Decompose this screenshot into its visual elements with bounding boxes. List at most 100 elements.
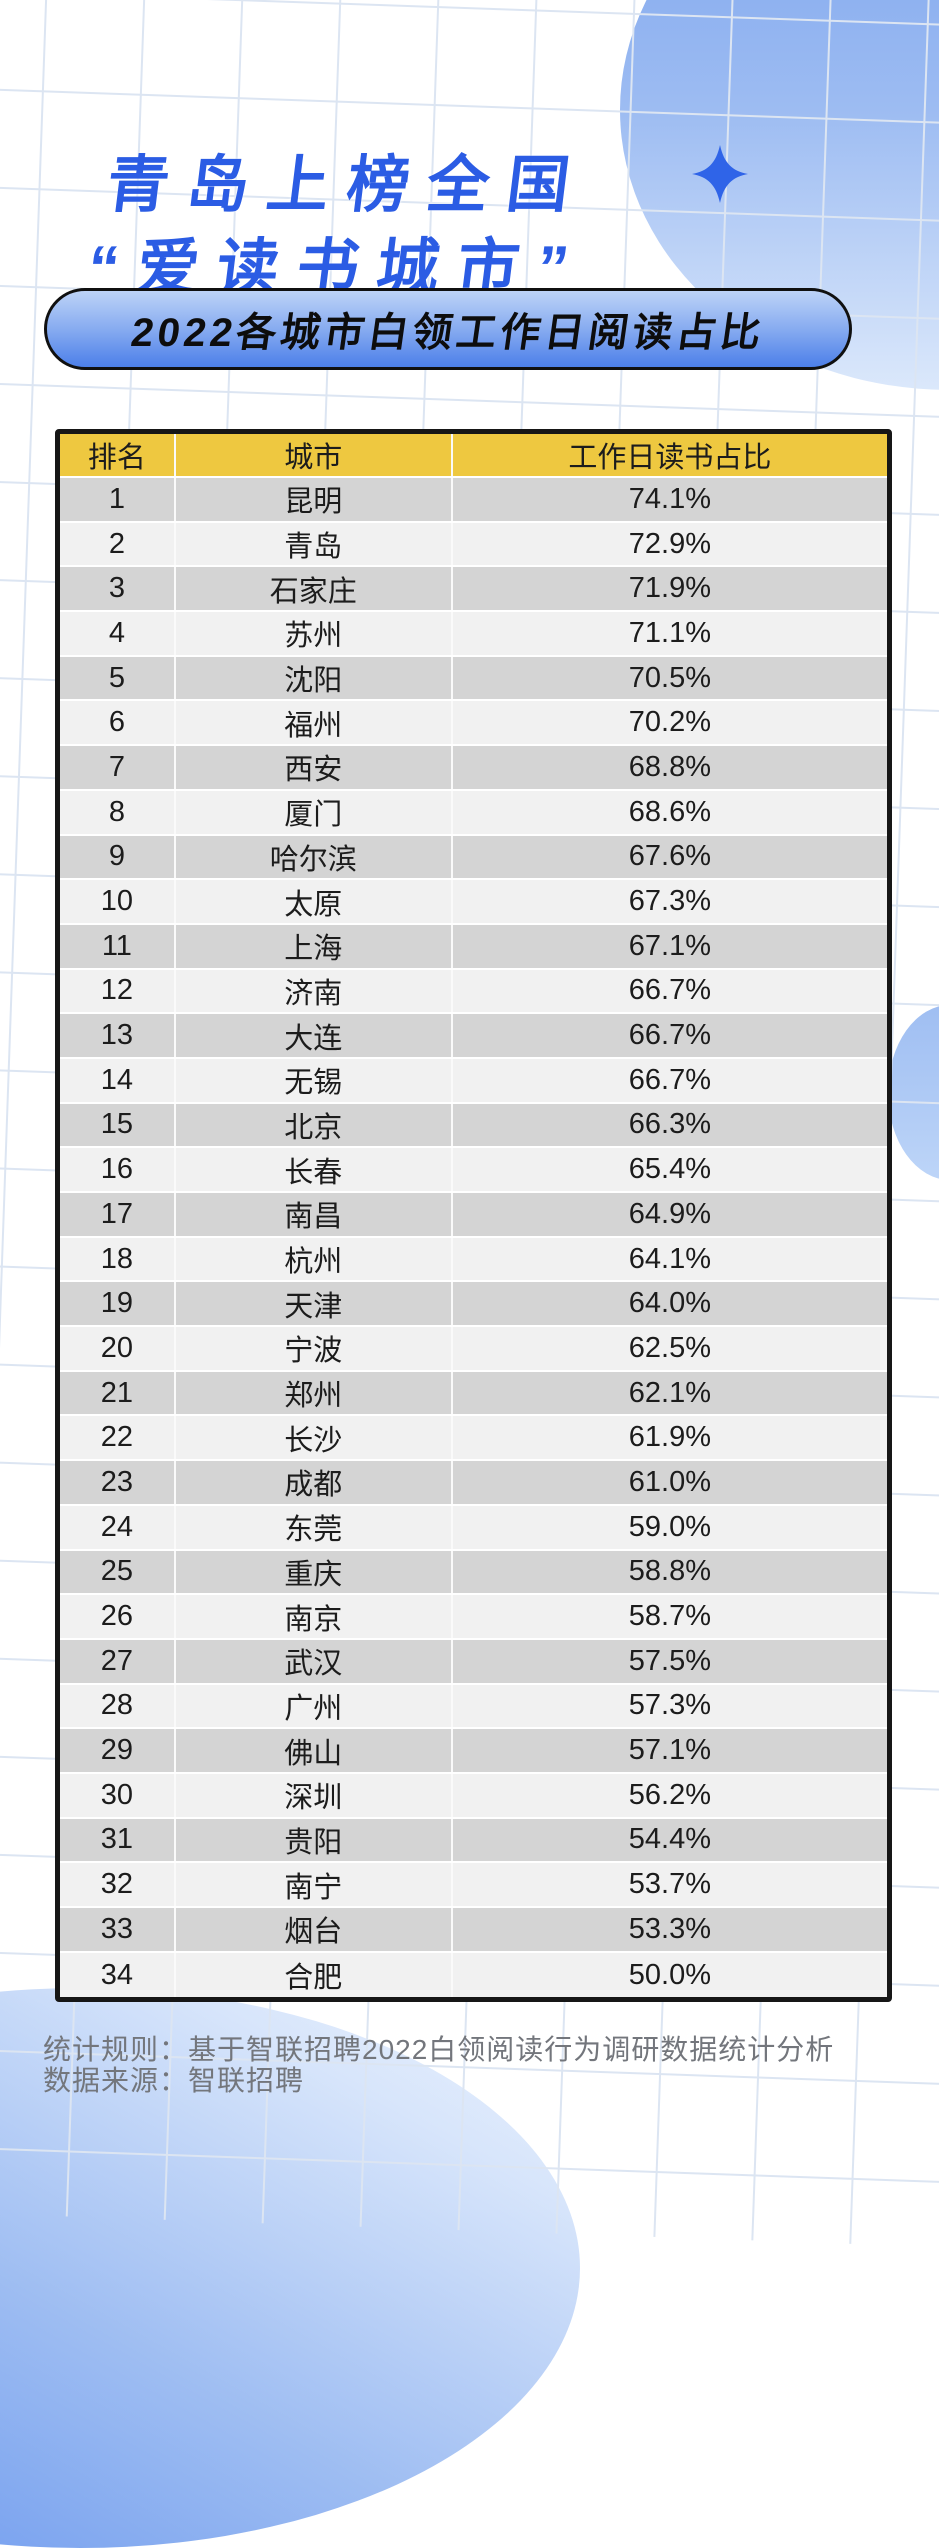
table-cell-rank: 31 bbox=[60, 1818, 176, 1862]
table-row: 22 长沙 61.9% bbox=[60, 1416, 887, 1462]
table-row: 14 无锡 66.7% bbox=[60, 1058, 887, 1104]
footer-line-1: 统计规则：基于智联招聘2022白领阅读行为调研数据统计分析 bbox=[43, 2034, 835, 2065]
table-cell-pct: 64.1% bbox=[628, 1242, 711, 1275]
table-cell-pct: 72.9% bbox=[628, 527, 711, 560]
table-cell-rank: 20 bbox=[60, 1327, 176, 1370]
table-cell-rank: 12 bbox=[60, 969, 176, 1013]
table-cell-city: 福州 bbox=[176, 701, 453, 745]
table-row: 8 厦门 68.6% bbox=[60, 790, 887, 836]
ranking-table: 排名 城市 工作日读书占比 1 昆明 74.1% 2 青岛 72.9% 3 石家庄 71.9% 4… bbox=[55, 429, 892, 2003]
table-cell-pct: 66.7% bbox=[628, 1019, 711, 1052]
table-cell-city: 西安 bbox=[176, 746, 453, 789]
table-cell-pct: 74.1% bbox=[628, 482, 711, 515]
table-row: 2 青岛 72.9% bbox=[60, 522, 887, 568]
table-row: 1 昆明 74.1% bbox=[60, 478, 887, 523]
table-cell-rank: 22 bbox=[60, 1416, 176, 1460]
table-cell-rank: 5 bbox=[60, 656, 176, 700]
table-cell-pct: 66.7% bbox=[628, 1063, 711, 1096]
table-cell-city: 烟台 bbox=[176, 1908, 453, 1951]
table-cell-city: 无锡 bbox=[176, 1058, 453, 1102]
table-cell-rank: 28 bbox=[60, 1684, 176, 1728]
table-cell-rank: 27 bbox=[60, 1639, 176, 1683]
table-cell-rank: 24 bbox=[60, 1505, 176, 1549]
table-cell-city: 石家庄 bbox=[176, 567, 453, 611]
table-row: 5 沈阳 70.5% bbox=[60, 656, 887, 702]
table-cell-city: 广州 bbox=[176, 1684, 453, 1728]
table-cell-pct: 66.7% bbox=[628, 974, 711, 1007]
table-row: 16 长春 65.4% bbox=[60, 1148, 887, 1193]
table-row: 6 福州 70.2% bbox=[60, 701, 887, 747]
table-cell-pct: 65.4% bbox=[628, 1153, 711, 1186]
table-row: 13 大连 66.7% bbox=[60, 1014, 887, 1059]
table-row: 12 济南 66.7% bbox=[60, 969, 887, 1015]
table-cell-city: 南昌 bbox=[176, 1193, 453, 1236]
subtitle-pill: 2022各城市白领工作日阅读占比 bbox=[44, 288, 852, 370]
table-cell-pct: 58.7% bbox=[628, 1600, 711, 1633]
table-cell-pct: 58.8% bbox=[628, 1555, 711, 1588]
table-cell-pct: 57.5% bbox=[628, 1644, 711, 1677]
table-cell-city: 厦门 bbox=[176, 790, 453, 834]
table-cell-rank: 13 bbox=[60, 1014, 176, 1057]
table-cell-city: 合肥 bbox=[176, 1952, 453, 1998]
table-cell-city: 哈尔滨 bbox=[176, 835, 453, 879]
table-row: 29 佛山 57.1% bbox=[60, 1729, 887, 1774]
footer-line-2: 数据来源：智联招聘 bbox=[43, 2065, 305, 2096]
table-row: 27 武汉 57.5% bbox=[60, 1639, 887, 1685]
table-row: 26 南京 58.7% bbox=[60, 1595, 887, 1640]
table-cell-rank: 17 bbox=[60, 1193, 176, 1236]
table-row: 9 哈尔滨 67.6% bbox=[60, 835, 887, 881]
table-row: 32 南宁 53.7% bbox=[60, 1863, 887, 1908]
subtitle-text: 2022各城市白领工作日阅读占比 bbox=[127, 311, 768, 355]
table-row: 28 广州 57.3% bbox=[60, 1684, 887, 1730]
table-cell-city: 南宁 bbox=[176, 1863, 453, 1906]
table-cell-pct: 62.5% bbox=[628, 1331, 711, 1364]
table-cell-pct: 70.2% bbox=[628, 706, 711, 739]
table-cell-rank: 23 bbox=[60, 1461, 176, 1504]
table-cell-city: 深圳 bbox=[176, 1773, 453, 1817]
table-row: 4 苏州 71.1% bbox=[60, 612, 887, 657]
table-cell-pct: 68.8% bbox=[628, 750, 711, 783]
table-row: 7 西安 68.8% bbox=[60, 746, 887, 791]
table-cell-city: 重庆 bbox=[176, 1550, 453, 1594]
table-cell-pct: 64.9% bbox=[628, 1197, 711, 1230]
table-cell-pct: 53.3% bbox=[628, 1912, 711, 1945]
table-cell-pct: 61.0% bbox=[628, 1465, 711, 1498]
table-cell-pct: 67.3% bbox=[628, 885, 711, 918]
table-row: 33 烟台 53.3% bbox=[60, 1908, 887, 1953]
table-cell-city: 青岛 bbox=[176, 522, 453, 566]
table-cell-rank: 26 bbox=[60, 1595, 176, 1638]
table-cell-rank: 9 bbox=[60, 835, 176, 879]
table-cell-rank: 1 bbox=[60, 478, 176, 521]
table-row: 21 郑州 62.1% bbox=[60, 1371, 887, 1417]
table-cell-rank: 7 bbox=[60, 746, 176, 789]
table-cell-rank: 10 bbox=[60, 880, 176, 923]
header-cell-city: 城市 bbox=[176, 434, 453, 476]
table-cell-pct: 67.6% bbox=[628, 840, 711, 873]
table-cell-rank: 11 bbox=[60, 924, 176, 968]
table-cell-city: 天津 bbox=[176, 1282, 453, 1326]
table-cell-city: 贵阳 bbox=[176, 1818, 453, 1862]
table-cell-city: 杭州 bbox=[176, 1237, 453, 1281]
table-cell-city: 南京 bbox=[176, 1595, 453, 1638]
table-cell-city: 宁波 bbox=[176, 1327, 453, 1370]
table-cell-city: 大连 bbox=[176, 1014, 453, 1057]
table-cell-rank: 30 bbox=[60, 1773, 176, 1817]
table-cell-pct: 64.0% bbox=[628, 1287, 711, 1320]
table-cell-city: 长沙 bbox=[176, 1416, 453, 1460]
page-title: 青岛上榜全国 “爱读书城市” bbox=[2, 144, 682, 310]
footer-notes: 统计规则：基于智联招聘2022白领阅读行为调研数据统计分析 数据来源：智联招聘 bbox=[43, 2034, 834, 2096]
table-cell-pct: 59.0% bbox=[628, 1510, 711, 1543]
table-cell-rank: 3 bbox=[60, 567, 176, 611]
table-row: 34 合肥 50.0% bbox=[60, 1952, 887, 1998]
table-cell-pct: 56.2% bbox=[628, 1778, 711, 1811]
table-row: 31 贵阳 54.4% bbox=[60, 1818, 887, 1864]
table-cell-city: 成都 bbox=[176, 1461, 453, 1504]
table-row: 3 石家庄 71.9% bbox=[60, 567, 887, 613]
table-cell-rank: 18 bbox=[60, 1237, 176, 1281]
table-cell-pct: 71.1% bbox=[628, 616, 711, 649]
table-row: 19 天津 64.0% bbox=[60, 1282, 887, 1328]
title-line-1: 青岛上榜全国 bbox=[102, 150, 592, 220]
table-cell-pct: 70.5% bbox=[628, 661, 711, 694]
table-cell-city: 长春 bbox=[176, 1148, 453, 1191]
table-row: 18 杭州 64.1% bbox=[60, 1237, 887, 1283]
